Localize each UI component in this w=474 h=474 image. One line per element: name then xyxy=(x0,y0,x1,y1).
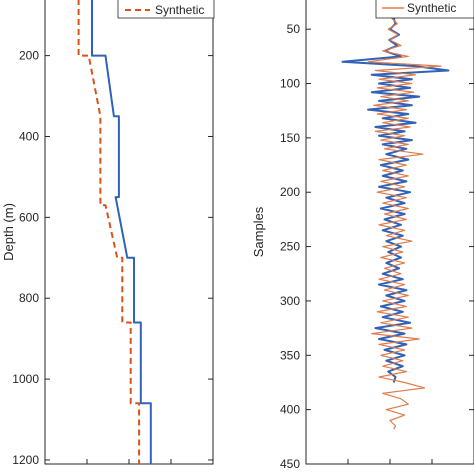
depth-legend-label-synthetic: Synthetic xyxy=(155,3,204,17)
samples-plot-area xyxy=(341,1,450,430)
samples-tick-label-150: 150 xyxy=(280,131,300,145)
depth-axes-box xyxy=(44,0,214,465)
depth-tick-label-600: 600 xyxy=(19,210,39,224)
samples-axis-label: Samples xyxy=(251,206,266,257)
samples-tick-label-350: 350 xyxy=(280,348,300,362)
samples-ticks: 50 100 150 200 250 300 350 400 450 xyxy=(280,22,474,471)
samples-legend: Synthetic xyxy=(375,0,474,19)
depth-plot-area xyxy=(77,0,152,464)
depth-legend-box xyxy=(117,0,215,19)
depth-series-primary xyxy=(91,0,152,464)
samples-tick-label-200: 200 xyxy=(280,185,300,199)
depth-tick-label-200: 200 xyxy=(19,49,39,63)
samples-tick-label-250: 250 xyxy=(280,240,300,254)
samples-tick-label-300: 300 xyxy=(280,294,300,308)
depth-series-synthetic xyxy=(77,0,141,464)
samples-tick-label-450: 450 xyxy=(280,457,300,471)
samples-tick-label-50: 50 xyxy=(287,22,301,36)
samples-tick-label-400: 400 xyxy=(280,403,300,417)
samples-legend-box xyxy=(375,0,474,19)
samples-tick-label-100: 100 xyxy=(280,77,300,91)
depth-axis-label: Depth (m) xyxy=(1,203,16,261)
samples-series-primary xyxy=(341,2,450,383)
samples-panel: 50 100 150 200 250 300 350 400 450 Samples Synth… xyxy=(251,0,474,471)
depth-tick-label-800: 800 xyxy=(19,291,39,305)
depth-tick-label-1000: 1000 xyxy=(12,372,39,386)
depth-ticks: 200 400 600 800 1000 1200 xyxy=(12,49,213,467)
depth-panel: 200 400 600 800 1000 1200 Depth (m) Synthetic xyxy=(1,0,215,467)
depth-tick-label-400: 400 xyxy=(19,129,39,143)
depth-tick-label-1200: 1200 xyxy=(12,453,39,467)
samples-legend-label-synthetic: Synthetic xyxy=(407,1,456,15)
samples-series-synthetic xyxy=(367,1,442,430)
depth-legend: Synthetic xyxy=(117,0,215,19)
